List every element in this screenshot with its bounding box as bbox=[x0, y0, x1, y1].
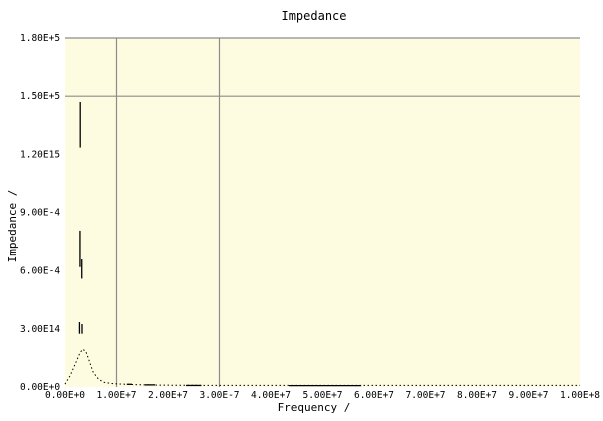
y-tick-label: 1.80E+5 bbox=[20, 33, 60, 44]
series-layer bbox=[64, 101, 580, 387]
chart-title: Impedance bbox=[281, 9, 346, 23]
y-axis-label: Impedance / bbox=[6, 190, 19, 263]
series-line-dotted bbox=[64, 348, 580, 386]
x-axis-label: Frequency / bbox=[278, 401, 351, 414]
x-tick-label: 1.00E+7 bbox=[96, 390, 136, 401]
x-tick-label: 8.00E+7 bbox=[457, 390, 497, 401]
gridlines bbox=[65, 37, 580, 387]
x-tick-label: 1.00E+8 bbox=[560, 390, 600, 401]
x-tick-label: 6.00E+7 bbox=[354, 390, 394, 401]
y-tick-label: 3.00E14 bbox=[20, 324, 60, 335]
x-tick-label: 4.00E+7 bbox=[251, 390, 291, 401]
x-tick-label: 3.00E-7 bbox=[199, 390, 239, 401]
x-tick-label: 0.00E+0 bbox=[45, 390, 85, 401]
x-tick-label: 9.00E+7 bbox=[508, 390, 548, 401]
x-tick-label: 2.00E+7 bbox=[148, 390, 188, 401]
y-tick-label: 6.00E-4 bbox=[20, 266, 60, 277]
y-tick-label: 9.00E-4 bbox=[20, 208, 60, 219]
y-tick-label: 1.20E15 bbox=[20, 149, 60, 160]
tick-labels: 0.00E+0 1.00E+7 2.00E+7 3.00E-7 4.00E+7 5.00E… bbox=[20, 33, 600, 401]
plot-area bbox=[65, 38, 580, 387]
x-tick-label: 7.00E+7 bbox=[405, 390, 445, 401]
x-tick-label: 5.00E+7 bbox=[302, 390, 342, 401]
y-tick-label: 1.50E+5 bbox=[20, 91, 60, 102]
y-tick-label: 0.00E+0 bbox=[20, 382, 60, 393]
